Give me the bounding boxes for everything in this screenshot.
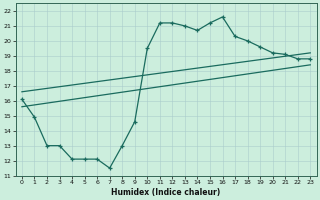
X-axis label: Humidex (Indice chaleur): Humidex (Indice chaleur) [111, 188, 221, 197]
